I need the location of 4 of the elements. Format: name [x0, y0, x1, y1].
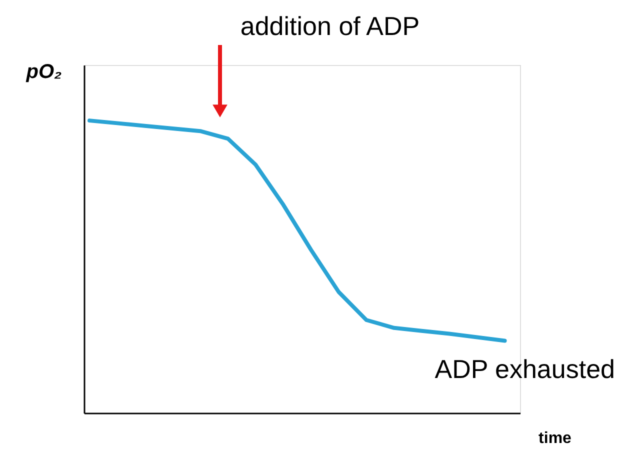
annotation: ADP exhausted: [434, 354, 615, 384]
text: addition of ADP: [240, 11, 420, 41]
x-axis-title: time: [538, 430, 572, 447]
y-axis-title: pO₂: [25, 61, 62, 83]
